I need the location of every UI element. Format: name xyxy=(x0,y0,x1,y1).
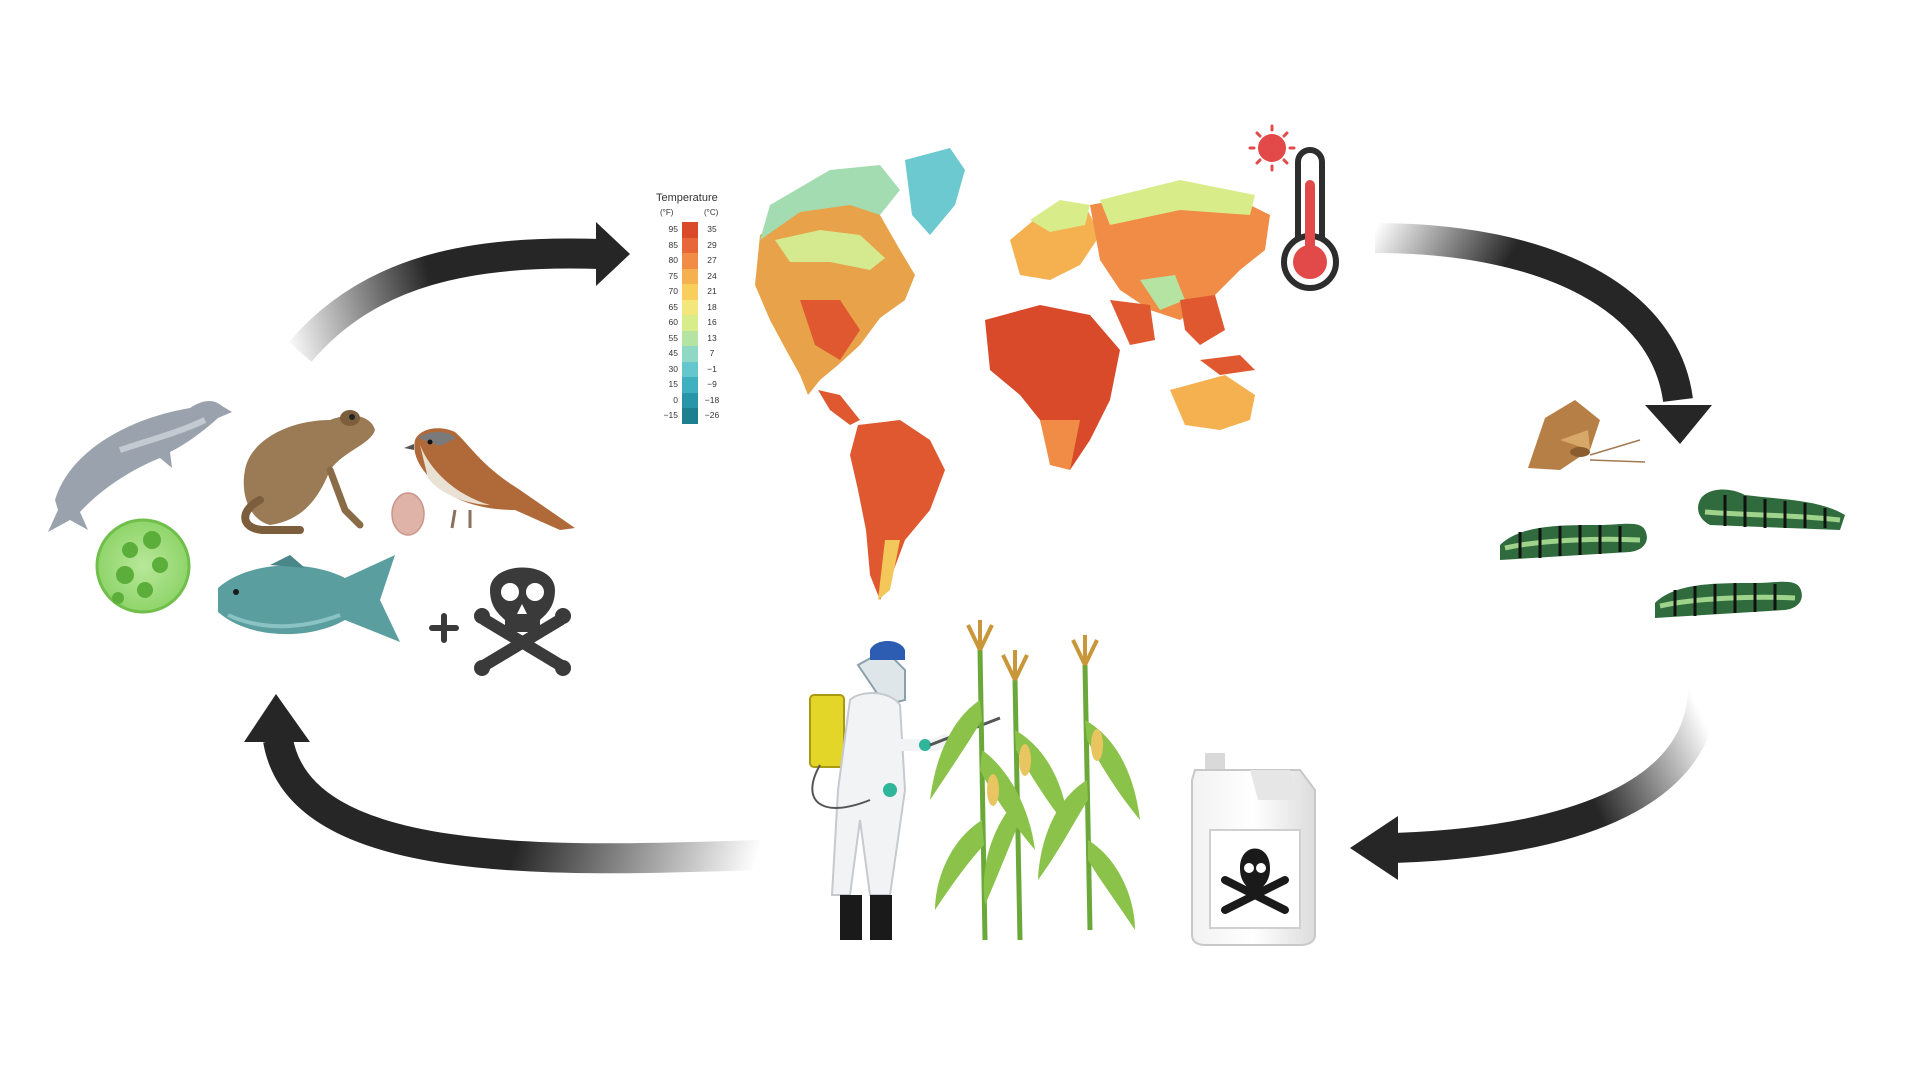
legend-celsius-label: 29 xyxy=(707,239,717,250)
legend-unit-f: (°F) xyxy=(660,208,674,217)
legend-celsius-label: 24 xyxy=(707,270,717,281)
legend-row: 70 21 xyxy=(656,284,724,300)
legend-swatch xyxy=(682,392,698,408)
skull-crossbones-icon xyxy=(474,567,571,676)
plus-icon xyxy=(429,613,459,643)
legend-row: 45 7 xyxy=(656,346,724,362)
legend-swatch xyxy=(682,408,698,424)
legend-row: 85 29 xyxy=(656,237,724,253)
legend-fahrenheit-label: 15 xyxy=(668,379,678,389)
legend-celsius-label: −9 xyxy=(707,379,717,389)
legend-fahrenheit-label: 80 xyxy=(668,255,678,265)
legend-swatch xyxy=(682,361,698,377)
egg-icon xyxy=(391,492,425,536)
algae-cell-icon xyxy=(95,518,191,614)
legend-row: 95 35 xyxy=(656,222,724,238)
world-temperature-map xyxy=(755,148,1270,600)
legend-row: 80 27 xyxy=(656,253,724,269)
legend-celsius-label: 7 xyxy=(709,348,715,358)
legend-fahrenheit-label: 70 xyxy=(668,286,678,296)
legend-row: 0 −18 xyxy=(656,392,724,408)
legend-celsius-label: 27 xyxy=(707,255,717,265)
legend-celsius-label: −26 xyxy=(704,410,720,420)
legend-swatch xyxy=(682,284,698,300)
legend-row: 60 16 xyxy=(656,315,724,331)
frog-icon xyxy=(241,410,375,534)
legend-row: 15 −9 xyxy=(656,377,724,393)
legend-row: 55 13 xyxy=(656,330,724,346)
legend-row: 75 24 xyxy=(656,268,724,284)
legend-row: 30 −1 xyxy=(656,361,724,377)
legend-title: Temperature xyxy=(656,192,718,204)
legend-fahrenheit-label: 60 xyxy=(668,317,678,327)
legend-celsius-label: 21 xyxy=(707,286,717,296)
legend-swatch xyxy=(682,299,698,315)
legend-swatch xyxy=(682,268,698,284)
fish-icon xyxy=(218,555,400,642)
legend-celsius-label: 18 xyxy=(707,301,717,312)
legend-fahrenheit-label: 75 xyxy=(668,270,678,281)
caterpillar-icon xyxy=(1500,489,1845,618)
legend-row: −15 −26 xyxy=(656,408,724,424)
legend-celsius-label: 35 xyxy=(707,224,717,234)
legend-fahrenheit-label: 95 xyxy=(668,224,678,234)
arrow-bottom-left xyxy=(244,694,761,874)
legend-fahrenheit-label: 55 xyxy=(668,332,678,343)
legend-celsius-label: −18 xyxy=(704,394,720,405)
arrow-top-right xyxy=(1374,223,1712,444)
sparrow-icon xyxy=(404,428,575,530)
legend-celsius-label: −1 xyxy=(707,363,717,374)
legend-celsius-label: 16 xyxy=(707,317,717,327)
legend-swatch xyxy=(682,222,698,238)
legend-swatch xyxy=(682,237,698,253)
dolphin-icon xyxy=(48,401,232,532)
legend-fahrenheit-label: 30 xyxy=(668,363,678,374)
sprayer-worker-icon xyxy=(809,641,1001,940)
arrow-top-left xyxy=(288,222,630,362)
legend-unit-c: (°C) xyxy=(704,208,719,217)
legend-fahrenheit-label: 45 xyxy=(668,348,678,358)
legend-swatch xyxy=(682,346,698,362)
pesticide-jug-icon xyxy=(1191,753,1316,946)
legend-swatch xyxy=(682,330,698,346)
corn-plant-icon xyxy=(930,620,1140,941)
legend-row: 65 18 xyxy=(656,299,724,315)
legend-fahrenheit-label: 0 xyxy=(673,394,678,405)
legend-swatch xyxy=(682,315,698,331)
moth-icon xyxy=(1528,400,1646,470)
legend-swatch xyxy=(682,377,698,393)
legend-fahrenheit-label: 85 xyxy=(668,239,678,250)
legend-fahrenheit-label: 65 xyxy=(668,301,678,312)
legend-swatch xyxy=(682,253,698,269)
thermometer-icon xyxy=(1281,147,1339,291)
legend-fahrenheit-label: −15 xyxy=(663,410,678,420)
arrow-bottom-right xyxy=(1350,688,1718,880)
sun-icon xyxy=(1248,124,1296,172)
legend-celsius-label: 13 xyxy=(707,332,717,343)
